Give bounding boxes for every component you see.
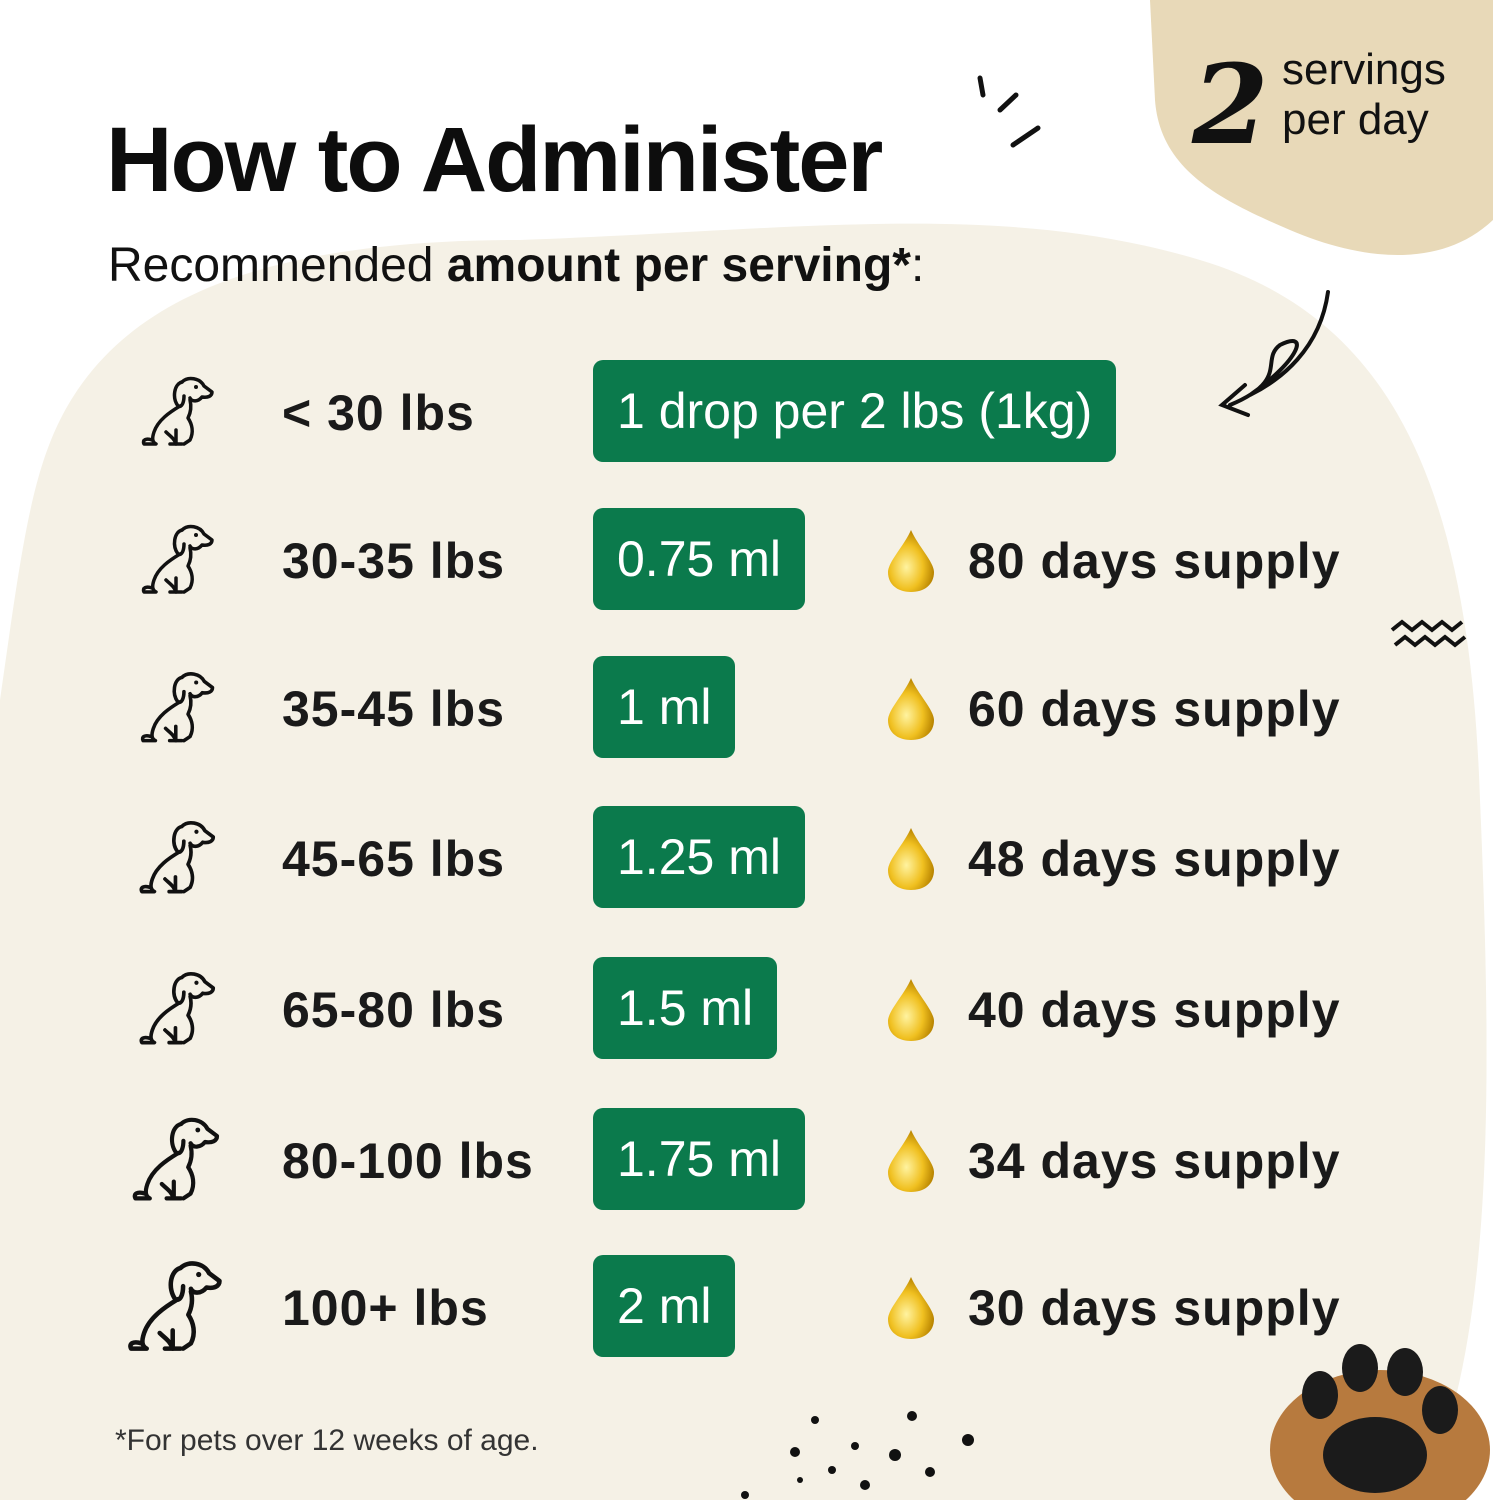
squiggle-doodle xyxy=(1390,619,1467,648)
dog-icon xyxy=(141,376,214,446)
dog-icon xyxy=(141,524,214,594)
weight-range: 30-35 lbs xyxy=(282,533,506,589)
amount-pill: 1 drop per 2 lbs (1kg) xyxy=(593,360,1117,462)
dog-icon xyxy=(128,1261,222,1351)
weight-range: 80-100 lbs xyxy=(282,1133,534,1189)
amount-pill: 1.75 ml xyxy=(593,1108,805,1210)
dog-icon xyxy=(140,672,215,743)
weight-range: 65-80 lbs xyxy=(282,982,506,1038)
subtitle: Recommended amount per serving*: xyxy=(108,238,924,293)
oil-drop-icon xyxy=(888,1130,934,1192)
oil-drop-icon xyxy=(888,979,934,1041)
amount-pill: 1 ml xyxy=(593,656,736,758)
oil-drop-icon xyxy=(888,1277,934,1339)
amount-pill: 2 ml xyxy=(593,1255,736,1357)
oil-drop-icon xyxy=(888,678,934,740)
days-supply: 48 days supply xyxy=(968,831,1341,887)
amount-pill: 0.75 ml xyxy=(593,508,805,610)
days-supply: 34 days supply xyxy=(968,1133,1341,1189)
dosage-row: 35-45 lbs 1 ml 60 days supply xyxy=(0,656,1493,760)
subtitle-regular: Recommended xyxy=(108,239,447,292)
oil-drop-icon xyxy=(888,530,934,592)
days-supply: 40 days supply xyxy=(968,982,1341,1038)
days-supply: 80 days supply xyxy=(968,533,1341,589)
days-supply: 30 days supply xyxy=(968,1280,1341,1336)
servings-number: 2 xyxy=(1192,40,1269,169)
doodle-lines xyxy=(977,75,1041,148)
subtitle-end: : xyxy=(910,239,925,292)
weight-range: < 30 lbs xyxy=(282,385,475,441)
subtitle-bold: amount per serving* xyxy=(446,239,911,292)
page-title: How to Administer xyxy=(106,109,883,211)
dosage-row: < 30 lbs 1 drop per 2 lbs (1kg) xyxy=(0,360,1493,464)
dosage-row: 45-65 lbs 1.25 ml 48 days supply xyxy=(0,806,1493,910)
dog-icon xyxy=(139,972,216,1045)
dosage-row: 100+ lbs 2 ml 30 days supply xyxy=(0,1255,1493,1359)
dosage-row: 30-35 lbs 0.75 ml 80 days supply xyxy=(0,508,1493,612)
weight-range: 100+ lbs xyxy=(282,1280,489,1336)
amount-pill: 1.5 ml xyxy=(593,957,778,1059)
dog-icon xyxy=(132,1117,220,1201)
servings-label: servings per day xyxy=(1282,45,1446,145)
arrow-doodle xyxy=(1218,290,1330,417)
footnote: *For pets over 12 weeks of age. xyxy=(115,1424,539,1457)
dosage-row: 80-100 lbs 1.75 ml 34 days supply xyxy=(0,1108,1493,1212)
oil-drop-icon xyxy=(888,828,934,890)
weight-range: 35-45 lbs xyxy=(282,681,506,737)
servings-line1: servings xyxy=(1282,45,1446,94)
dots-doodle xyxy=(741,1411,974,1499)
dog-paw-image xyxy=(1270,1344,1490,1500)
dosage-row: 65-80 lbs 1.5 ml 40 days supply xyxy=(0,957,1493,1061)
amount-pill: 1.25 ml xyxy=(593,806,805,908)
dog-icon xyxy=(139,821,216,894)
days-supply: 60 days supply xyxy=(968,681,1341,737)
weight-range: 45-65 lbs xyxy=(282,831,506,887)
servings-line2: per day xyxy=(1282,95,1429,144)
badge-blob xyxy=(1150,0,1493,255)
